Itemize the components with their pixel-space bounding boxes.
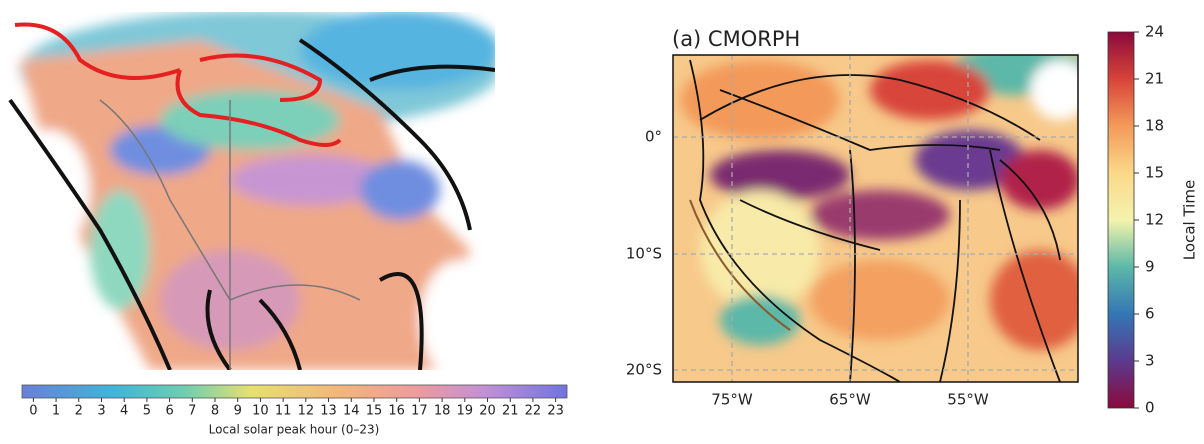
colorbar-tick-label: 2 [75, 404, 83, 419]
colorbar-tick-label: 15 [1145, 164, 1164, 182]
colorbar-tick-label: 4 [120, 404, 128, 419]
lat-label: 0° [645, 128, 662, 146]
lon-label: 55°W [947, 391, 989, 409]
colorbar-tick-label: 22 [525, 404, 542, 419]
right-title: (a) CMORPH [672, 27, 800, 51]
lon-label: 75°W [711, 391, 753, 409]
colorbar-tick-label: 15 [366, 404, 383, 419]
colorbar-tick-label: 6 [165, 404, 173, 419]
colorbar-tick-label: 10 [252, 404, 269, 419]
colorbar-tick-label: 0 [29, 404, 37, 419]
right-map [673, 55, 1078, 382]
colorbar-tick-label: 24 [1145, 23, 1164, 41]
colorbar-tick-label: 18 [1145, 117, 1164, 135]
colorbar-tick-label: 17 [411, 404, 428, 419]
colorbar-tick-label: 21 [1145, 70, 1164, 88]
colorbar-tick-label: 16 [388, 404, 405, 419]
colorbar-tick-label: 8 [211, 404, 219, 419]
colorbar-tick-label: 12 [1145, 211, 1164, 229]
colorbar-tick-label: 0 [1145, 399, 1155, 417]
colorbar-tick-label: 3 [97, 404, 105, 419]
left-colorbar-label: Local solar peak hour (0–23) [209, 423, 380, 437]
lat-label: 10°S [626, 245, 662, 263]
lon-label: 65°W [829, 391, 871, 409]
colorbar-tick-label: 5 [143, 404, 151, 419]
colorbar-tick-label: 1 [52, 404, 60, 419]
graticule [673, 55, 1078, 382]
colorbar-tick-label: 23 [547, 404, 564, 419]
left-colorbar-ticks: 0 1 2 3 4 5 6 7 8 9 10 11 12 13 14 15 16 17 18 19 20 21 22 23 [29, 398, 564, 419]
right-colorbar [1107, 31, 1135, 409]
right-colorbar-ticks: 0 3 6 9 12 15 18 21 24 [1134, 23, 1164, 417]
colorbar-tick-label: 13 [320, 404, 337, 419]
colorbar-tick-label: 14 [343, 404, 360, 419]
lat-label: 20°S [626, 361, 662, 379]
colorbar-tick-label: 21 [502, 404, 519, 419]
left-colorbar [21, 384, 568, 399]
right-colorbar-label: Local Time [1181, 180, 1199, 260]
colorbar-tick-label: 11 [275, 404, 292, 419]
right-map-frame [672, 54, 1079, 383]
colorbar-tick-label: 7 [188, 404, 196, 419]
colorbar-tick-label: 19 [457, 404, 474, 419]
colorbar-tick-label: 3 [1145, 352, 1155, 370]
colorbar-tick-label: 18 [434, 404, 451, 419]
colorbar-tick-label: 20 [479, 404, 496, 419]
colorbar-tick-label: 12 [298, 404, 315, 419]
colorbar-tick-label: 6 [1145, 305, 1155, 323]
colorbar-tick-label: 9 [1145, 258, 1155, 276]
left-map [8, 12, 495, 370]
colorbar-tick-label: 9 [234, 404, 242, 419]
